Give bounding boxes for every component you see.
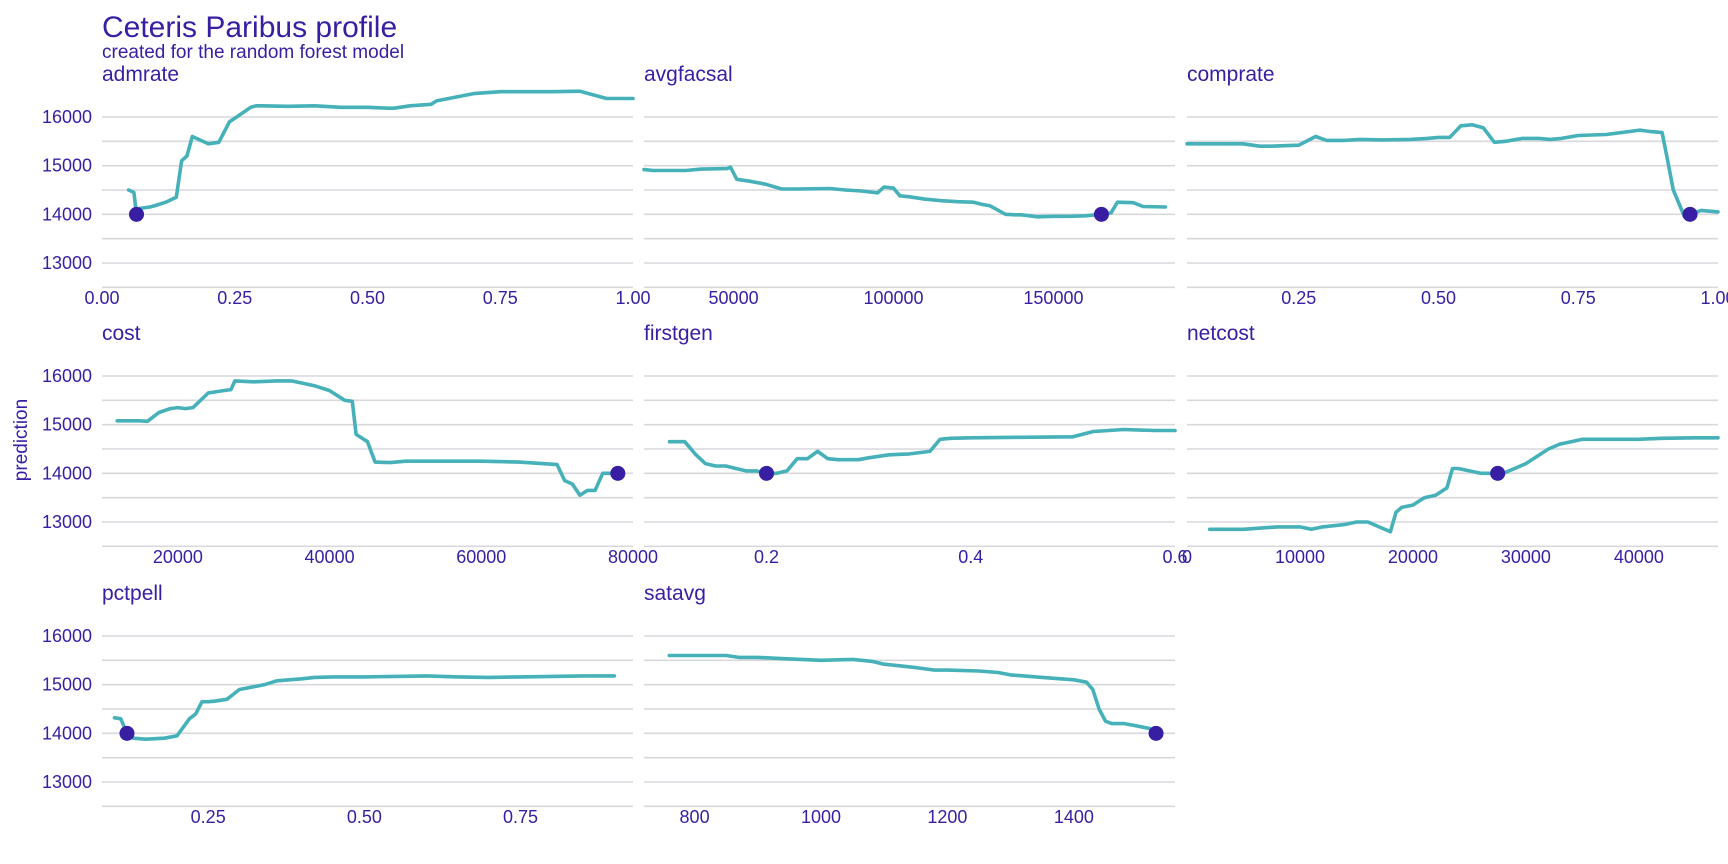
chart-subtitle: created for the random forest model [102,42,404,63]
panel-title-pctpell: pctpell [102,582,163,605]
panel-title-firstgen: firstgen [644,322,713,345]
profile-line-pctpell [112,674,617,742]
x-tick-label: 0.75 [483,288,518,308]
y-tick-label: 14000 [42,723,92,743]
panel-title-netcost: netcost [1187,322,1255,345]
observation-point-avgfacsal [1093,206,1109,222]
x-tick-label: 80000 [608,547,658,567]
profile-line-avgfacsal [642,165,1168,219]
x-tick-label: 0.25 [217,288,252,308]
panel-netcost: netcost 0 10000 20000 30000 40000 [1182,322,1720,567]
x-tick-label: 20000 [1388,547,1438,567]
x-tick-label: 150000 [1023,288,1083,308]
panel-title-admrate: admrate [102,63,179,86]
profile-line-satavg [667,653,1158,736]
observation-point-satavg [1148,725,1164,741]
panel-title-satavg: satavg [644,582,706,605]
profile-line-admrate [126,89,635,217]
x-tick-label: 0.75 [503,807,538,827]
x-tick-label: 0.6 [1162,547,1187,567]
x-tick-label: 30000 [1501,547,1551,567]
observation-point-admrate [129,206,145,222]
y-tick-label: 16000 [42,626,92,646]
panel-firstgen: firstgen 0.2 0.4 0.6 [644,322,1188,567]
x-tick-label: 10000 [1275,547,1325,567]
x-tick-label: 0.50 [1421,288,1456,308]
panel-avgfacsal: avgfacsal 50000 100000 150000 [642,63,1175,308]
y-tick-label: 15000 [42,415,92,435]
x-tick-label: 0.25 [191,807,226,827]
panel-cost: cost 13000 14000 15000 16000 20000 40000 60000 8… [42,322,658,567]
x-tick-label: 50000 [709,288,759,308]
panel-admrate: admrate 13000 14000 15000 16000 0.00 0.25 0.50 0… [42,63,651,308]
y-tick-label: 15000 [42,156,92,176]
x-tick-label: 0.50 [347,807,382,827]
panel-title-avgfacsal: avgfacsal [644,63,733,86]
observation-point-firstgen [759,465,775,481]
y-axis-label: prediction [11,399,32,481]
x-tick-label: 20000 [153,547,203,567]
profile-line-netcost [1207,435,1720,534]
x-tick-label: 0.2 [754,547,779,567]
x-tick-label: 1400 [1054,807,1094,827]
panel-pctpell: pctpell 13000 14000 15000 16000 0.25 0.50 0.75 [42,582,633,827]
x-tick-label: 0 [1182,547,1192,567]
panel-comprate: comprate 0.25 0.50 0.75 1.00 [1185,63,1728,308]
y-tick-label: 13000 [42,253,92,273]
observation-point-pctpell [119,725,135,741]
x-tick-label: 1.00 [1700,288,1728,308]
x-tick-label: 0.25 [1281,288,1316,308]
x-tick-label: 1200 [927,807,967,827]
x-tick-label: 0.50 [350,288,385,308]
y-tick-label: 13000 [42,772,92,792]
chart-title: Ceteris Paribus profile [102,11,397,44]
x-tick-label: 40000 [1614,547,1664,567]
profile-line-cost [115,379,620,498]
y-tick-label: 16000 [42,366,92,386]
y-tick-label: 13000 [42,512,92,532]
y-tick-label: 14000 [42,204,92,224]
x-tick-label: 800 [680,807,710,827]
x-tick-label: 0.4 [958,547,983,567]
x-tick-label: 0.75 [1561,288,1596,308]
y-tick-label: 14000 [42,463,92,483]
y-tick-label: 15000 [42,675,92,695]
y-tick-label: 16000 [42,107,92,127]
panel-title-cost: cost [102,322,141,345]
observation-point-netcost [1490,465,1506,481]
panel-satavg: satavg 800 1000 1200 1400 [644,582,1175,827]
x-tick-label: 60000 [456,547,506,567]
x-tick-label: 40000 [305,547,355,567]
x-tick-label: 100000 [863,288,923,308]
profile-line-comprate [1185,123,1720,219]
x-tick-label: 1000 [801,807,841,827]
observation-point-cost [610,465,626,481]
x-tick-label: 1.00 [615,288,650,308]
x-tick-label: 0.00 [84,288,119,308]
observation-point-comprate [1682,206,1698,222]
panel-title-comprate: comprate [1187,63,1275,86]
profile-line-firstgen [667,427,1177,476]
